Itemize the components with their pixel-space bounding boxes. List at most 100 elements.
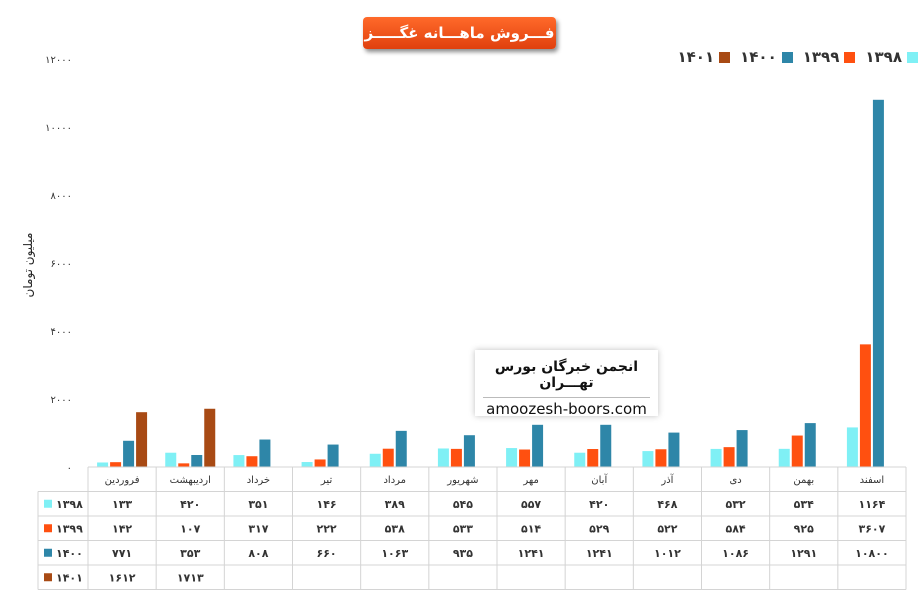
category-label: مرداد — [383, 475, 406, 486]
data-label: ۵۳۳ — [453, 522, 473, 535]
bar — [872, 99, 884, 468]
category-label: مهر — [522, 475, 538, 486]
category-label: آبان — [591, 473, 608, 486]
data-label: ۵۵۷ — [521, 498, 541, 511]
bar — [110, 462, 122, 467]
data-label: ۱۷۱۳ — [177, 571, 204, 584]
data-label: ۱۰۸۰۰ — [855, 547, 889, 560]
category-label: تیر — [320, 475, 333, 486]
y-tick-label: ۱۲۰۰۰ — [45, 55, 72, 66]
bar — [233, 455, 245, 467]
legend-label: ۱۳۹۹ — [802, 48, 840, 66]
data-label: ۳۱۷ — [248, 522, 268, 535]
table-legend-key — [44, 499, 52, 508]
y-tick-label: ۲۰۰۰ — [51, 395, 72, 406]
y-tick-label: ۶۰۰۰ — [51, 259, 72, 270]
data-label: ۱۶۱۲ — [109, 571, 136, 584]
category-label: آذر — [660, 473, 674, 486]
bar — [710, 448, 722, 467]
data-label: ۱۳۳ — [112, 498, 132, 511]
bar — [395, 430, 407, 467]
data-label: ۵۲۹ — [589, 522, 609, 535]
table-series-name: ۱۴۰۱ — [56, 571, 83, 584]
table-legend-key — [44, 573, 52, 582]
data-label: ۱۲۴۱ — [586, 547, 613, 560]
data-label: ۴۲۰ — [589, 498, 609, 511]
legend-item: ۱۳۹۸ — [865, 48, 918, 66]
bar — [846, 427, 858, 467]
bar — [736, 430, 748, 467]
table-series-name: ۱۴۰۰ — [56, 547, 83, 560]
bar — [123, 440, 135, 467]
bar — [97, 462, 109, 467]
watermark-line2: amoozesh-boors.com — [486, 400, 647, 418]
data-label: ۱۱۶۴ — [858, 498, 885, 511]
bar — [778, 448, 790, 467]
bar — [600, 424, 612, 467]
table-series-name: ۱۳۹۸ — [56, 498, 83, 511]
data-label: ۵۳۴ — [794, 498, 814, 511]
bar — [191, 454, 203, 467]
data-label: ۴۶۸ — [657, 498, 677, 511]
category-label: بهمن — [793, 475, 814, 486]
watermark-divider — [483, 397, 650, 398]
watermark: انجمن خبرگان بورس تهـــران amoozesh-boor… — [475, 350, 658, 418]
chart-title: فـــروش ماهـــانه غگـــــز — [363, 17, 556, 49]
bar — [259, 439, 271, 467]
data-label: ۱۰۶۳ — [381, 547, 408, 560]
category-label: شهریور — [446, 475, 478, 486]
bar — [382, 448, 394, 467]
bar — [327, 444, 339, 467]
data-label: ۱۴۲ — [112, 522, 132, 535]
data-label: ۵۳۲ — [726, 498, 746, 511]
legend-swatch — [781, 51, 793, 63]
data-label: ۵۳۸ — [385, 522, 405, 535]
bar — [369, 453, 381, 467]
legend-item: ۱۴۰۱ — [678, 48, 731, 66]
bar — [804, 423, 816, 467]
category-label: اسفند — [860, 475, 884, 486]
bar — [723, 447, 735, 467]
category-label: اردیبهشت — [170, 475, 211, 486]
bar — [450, 448, 462, 467]
bar — [301, 462, 313, 467]
y-axis-title: میلیون تومان — [21, 232, 35, 298]
data-label: ۲۲۲ — [317, 522, 337, 535]
bar — [178, 463, 190, 467]
bar — [165, 452, 177, 467]
bar — [519, 449, 531, 467]
legend-item: ۱۳۹۹ — [803, 48, 856, 66]
y-tick-label: ۰ — [67, 463, 72, 474]
legend-swatch — [907, 51, 918, 63]
data-label: ۷۷۱ — [112, 547, 132, 560]
data-label: ۵۴۵ — [453, 498, 473, 511]
bar — [642, 451, 654, 467]
data-label: ۱۴۶ — [317, 498, 337, 511]
data-label: ۱۰۸۶ — [722, 547, 749, 560]
data-label: ۳۶۰۷ — [858, 522, 885, 535]
legend-item: ۱۴۰۰ — [740, 48, 793, 66]
bar — [437, 448, 449, 467]
data-label: ۱۰۷ — [180, 522, 200, 535]
bar — [587, 449, 599, 467]
bar — [506, 448, 518, 467]
bar — [668, 432, 680, 467]
data-label: ۱۲۹۱ — [790, 547, 817, 560]
y-tick-label: ۴۰۰۰ — [51, 327, 72, 338]
watermark-line1: انجمن خبرگان بورس تهـــران — [494, 359, 639, 391]
data-label: ۶۶۰ — [317, 547, 337, 560]
table-legend-key — [44, 524, 52, 533]
y-tick-label: ۸۰۰۰ — [51, 191, 72, 202]
legend-swatch — [844, 51, 856, 63]
legend-label: ۱۴۰۰ — [740, 48, 777, 66]
bar — [204, 408, 216, 467]
table-series-name: ۱۳۹۹ — [56, 522, 83, 535]
table-legend-key — [44, 548, 52, 557]
bar — [314, 459, 326, 467]
data-label: ۵۱۴ — [521, 522, 541, 535]
data-label: ۴۲۰ — [180, 498, 200, 511]
data-label: ۵۲۲ — [657, 522, 677, 535]
bar — [791, 435, 803, 467]
legend-label: ۱۳۹۸ — [865, 48, 902, 66]
legend-swatch — [719, 51, 731, 63]
